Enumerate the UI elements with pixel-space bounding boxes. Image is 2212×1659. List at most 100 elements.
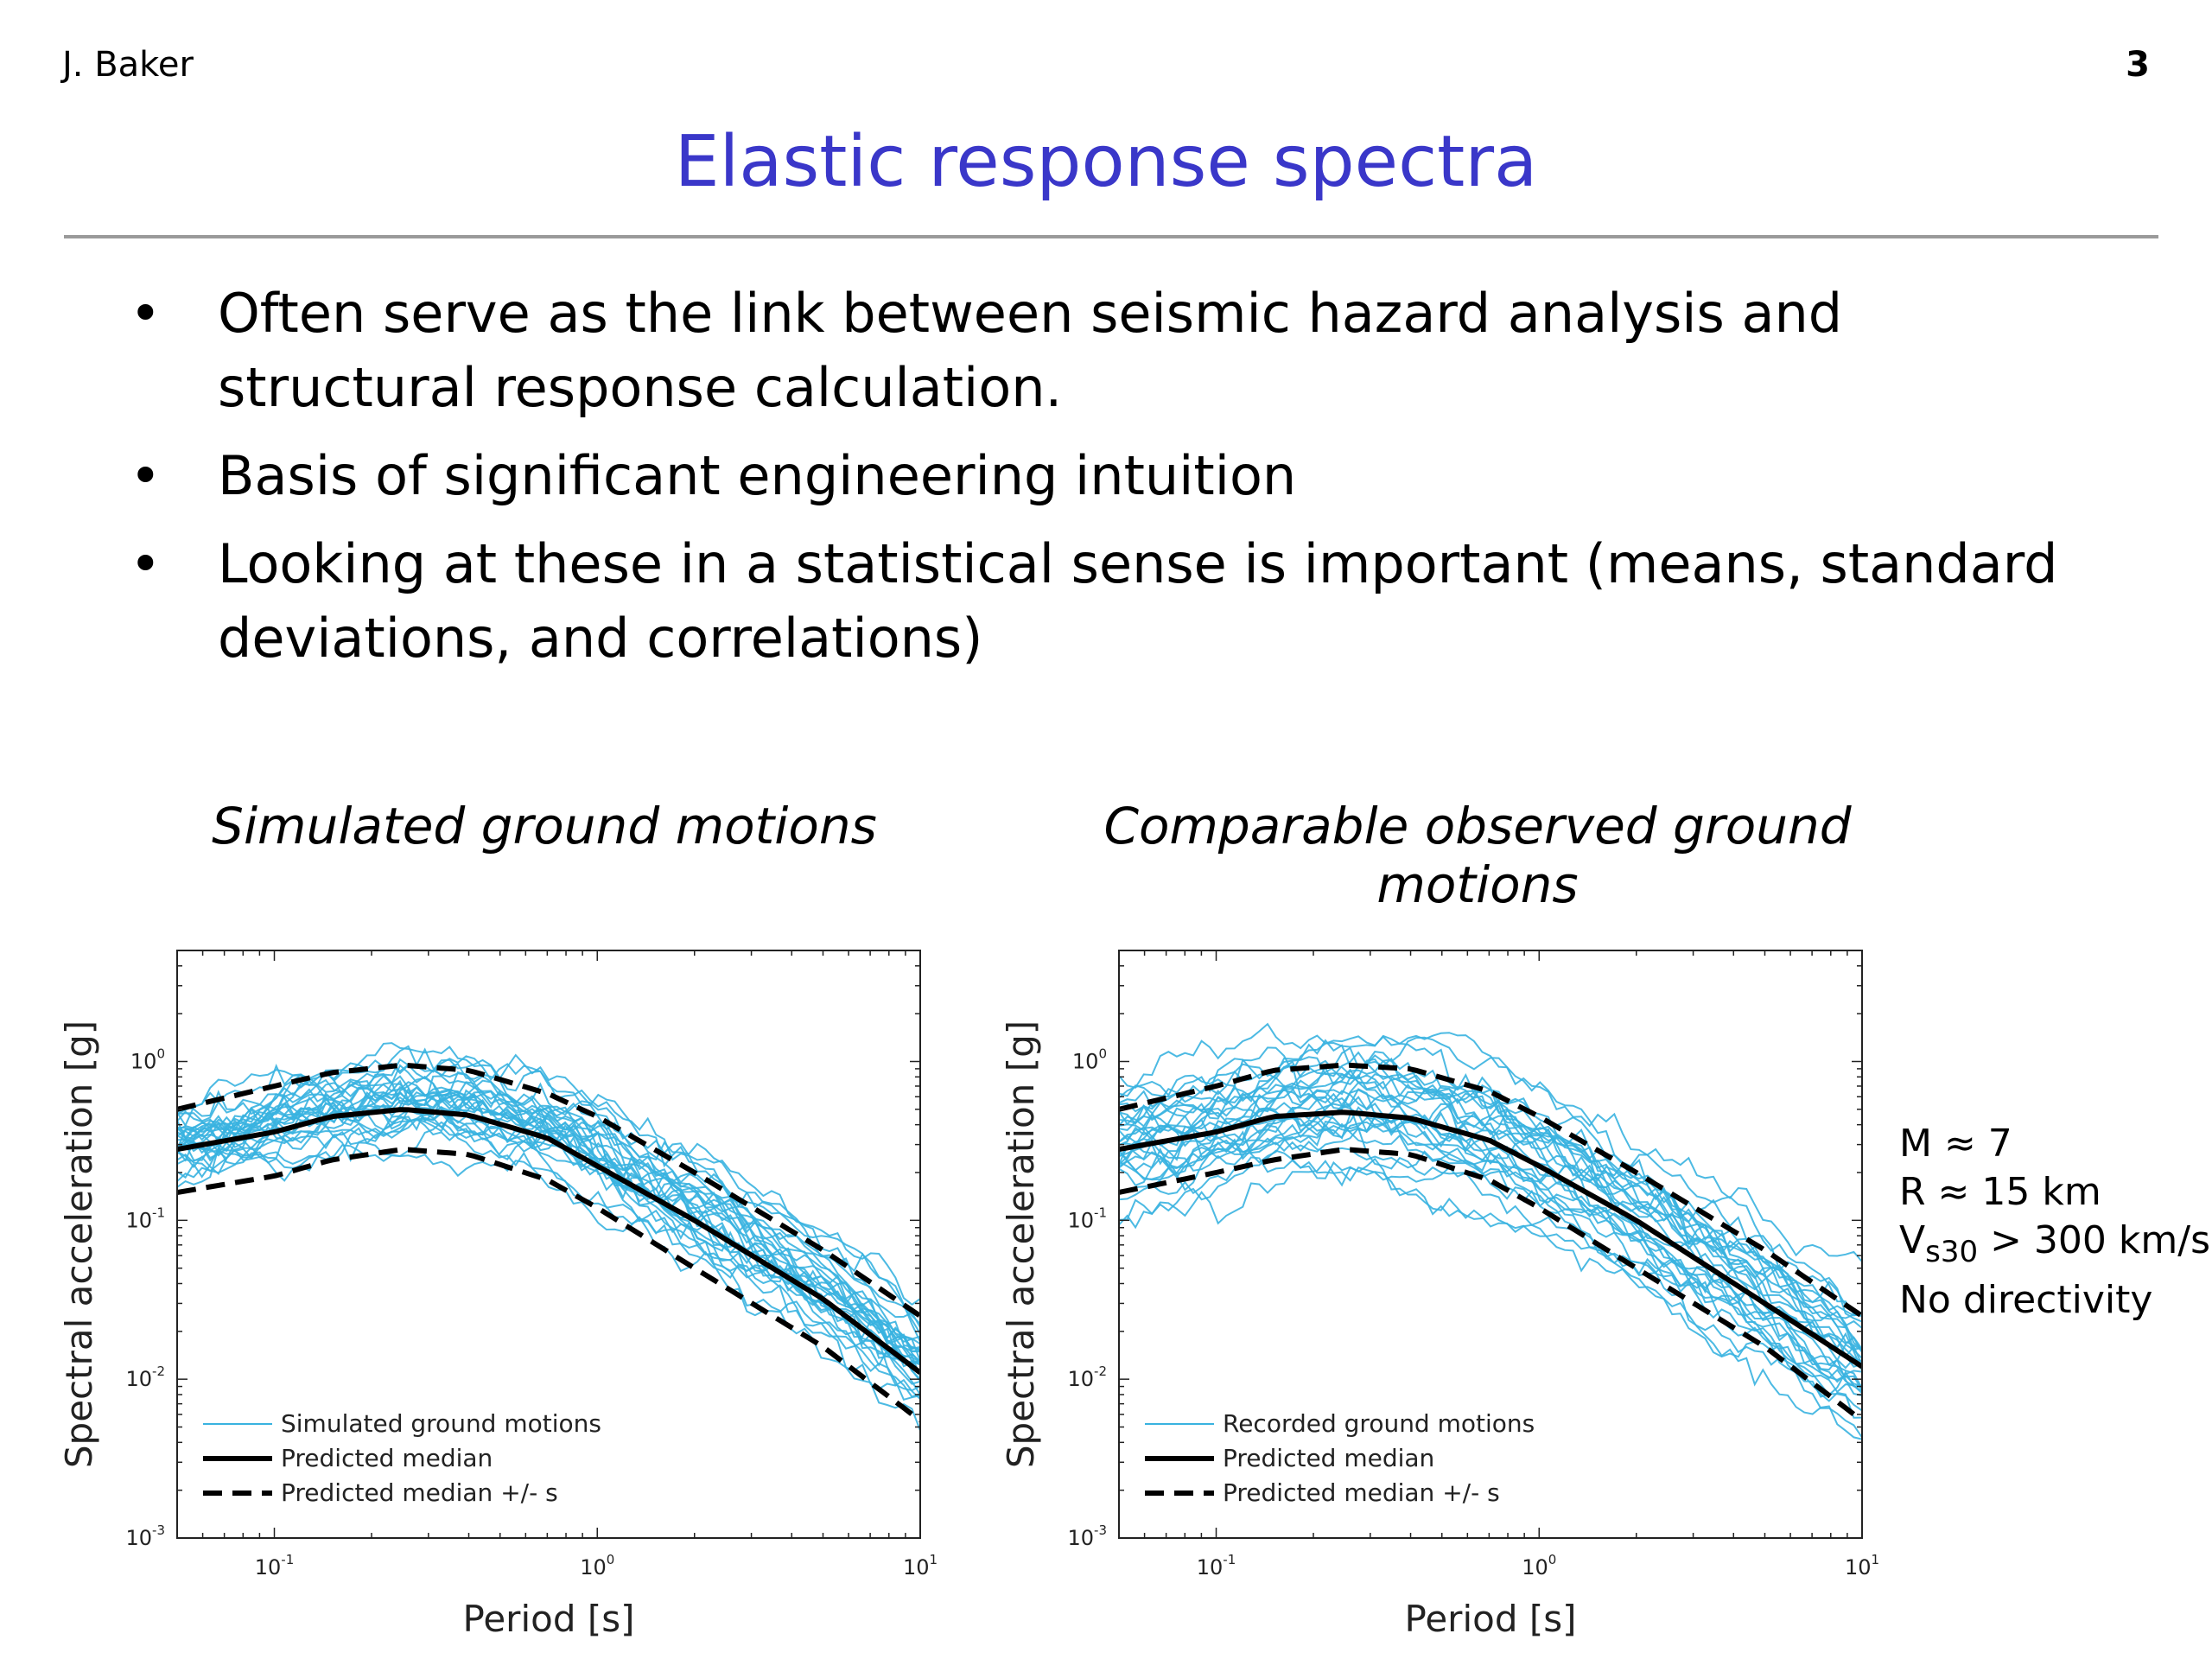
predicted-median-minus-line <box>177 1147 920 1423</box>
bullet-item: • Looking at these in a statistical sense… <box>130 527 2117 676</box>
legend-label: Predicted median <box>1223 1444 1434 1472</box>
ground-motion-spectrum-line <box>1119 1056 1862 1391</box>
chart-legend: Recorded ground motions Predicted median P… <box>1145 1409 1535 1507</box>
y-tick-label-base: 10 <box>1067 1208 1094 1232</box>
x-tick-label-base: 10 <box>1522 1555 1548 1580</box>
bullet-text: Looking at these in a statistical sense … <box>218 532 2058 670</box>
ground-motion-spectrum-line <box>177 1085 920 1353</box>
y-tick-label: 100 <box>1072 1046 1107 1073</box>
x-tick-label: 100 <box>580 1552 614 1580</box>
y-tick-label-exponent: -2 <box>152 1363 165 1379</box>
x-axis-label: Period [s] <box>463 1598 635 1640</box>
y-tick-label: 10-3 <box>125 1522 165 1550</box>
slide-title: Elastic response spectra <box>674 121 1538 203</box>
ground-motion-spectrum-line <box>177 1109 920 1401</box>
y-axis-label: Spectral acceleration [g] <box>1000 1020 1042 1468</box>
ground-motion-spectrum-line <box>1119 1036 1862 1262</box>
bullet-text: Often serve as the link between seismic … <box>218 282 1843 419</box>
vs30-label: Vs30 > 300 km/s <box>1899 1217 2210 1276</box>
plot-frame <box>1118 950 1863 1539</box>
x-tick-label-exponent: -1 <box>1223 1552 1236 1567</box>
x-tick-label: 10-1 <box>255 1552 295 1580</box>
plot-background <box>177 950 920 1538</box>
plot-area <box>177 1042 920 1432</box>
x-tick-label-base: 10 <box>255 1555 282 1580</box>
bullet-item: • Often serve as the link between seismic… <box>130 276 2117 425</box>
ground-motion-spectrum-line <box>1119 1149 1862 1392</box>
scenario-parameters: M ≈ 7 R ≈ 15 km Vs30 > 300 km/s No direc… <box>1899 1120 2210 1325</box>
x-tick-label-exponent: 0 <box>607 1552 615 1567</box>
y-axis-label: Spectral acceleration [g] <box>58 1020 100 1468</box>
ground-motion-spectrum-line <box>1119 1160 1862 1419</box>
ground-motion-spectrum-line <box>177 1107 920 1368</box>
magnitude-label: M ≈ 7 <box>1899 1122 2012 1166</box>
vs30-value: > 300 km/s <box>1978 1218 2210 1262</box>
bullet-list: • Often serve as the link between seismic… <box>130 276 2117 690</box>
y-tick-label-base: 10 <box>125 1208 152 1232</box>
y-tick-label-base: 10 <box>130 1049 157 1073</box>
predicted-median-line <box>1119 1109 1862 1370</box>
directivity-label: No directivity <box>1899 1277 2153 1322</box>
predicted-median-line <box>177 1107 920 1375</box>
ground-motion-spectrum-line <box>1119 1073 1862 1371</box>
distance-label: R ≈ 15 km <box>1899 1170 2101 1214</box>
y-tick-label: 10-2 <box>125 1363 165 1391</box>
ground-motion-spectrum-line <box>1119 1103 1862 1314</box>
axis-ticks <box>176 950 921 1539</box>
ground-motion-spectrum-line <box>177 1086 920 1345</box>
legend-label: Predicted median +/- s <box>281 1478 558 1507</box>
ground-motion-spectrum-line <box>177 1045 920 1325</box>
ground-motion-spectrum-line <box>177 1144 920 1432</box>
bullet-icon: • <box>130 532 162 595</box>
predicted-median-plus-line <box>177 1062 920 1319</box>
y-tick-label-exponent: -1 <box>1094 1205 1107 1220</box>
vs30-symbol: V <box>1899 1218 1926 1262</box>
y-tick-label-exponent: -2 <box>1094 1363 1107 1379</box>
x-axis-label: Period [s] <box>1405 1598 1577 1640</box>
ground-motion-spectrum-line <box>177 1117 920 1392</box>
x-tick-label-exponent: 1 <box>1872 1552 1880 1567</box>
y-tick-label-exponent: 0 <box>156 1046 165 1061</box>
y-tick-label: 10-1 <box>1067 1205 1107 1232</box>
bullet-icon: • <box>130 282 162 345</box>
y-tick-label-exponent: -3 <box>152 1522 165 1538</box>
ground-motion-spectrum-line <box>1119 1113 1862 1383</box>
y-tick-label: 10-3 <box>1067 1522 1107 1550</box>
x-tick-label: 10-1 <box>1197 1552 1236 1580</box>
ground-motion-spectrum-line <box>177 1085 920 1351</box>
y-tick-label-exponent: 0 <box>1098 1046 1107 1061</box>
bullet-text: Basis of significant engineering intuiti… <box>218 444 1297 507</box>
ground-motion-spectrum-line <box>177 1112 920 1398</box>
ground-motion-spectrum-line <box>1119 1140 1862 1366</box>
y-tick-label-base: 10 <box>125 1526 152 1550</box>
chart-legend: Simulated ground motions Predicted median… <box>203 1409 601 1507</box>
axis-ticks <box>1118 950 1863 1539</box>
ground-motion-spectrum-line <box>1119 1126 1862 1439</box>
legend-label: Recorded ground motions <box>1223 1409 1535 1438</box>
y-tick-label-base: 10 <box>1067 1526 1094 1550</box>
vs30-subscript: s30 <box>1925 1234 1979 1269</box>
bullet-icon: • <box>130 444 162 507</box>
legend-label: Simulated ground motions <box>281 1409 601 1438</box>
y-tick-label: 10-1 <box>125 1205 165 1232</box>
chart-caption-simulated: Simulated ground motions <box>212 797 877 855</box>
x-tick-label-base: 10 <box>1845 1555 1872 1580</box>
ground-motion-spectrum-line <box>1119 1088 1862 1389</box>
y-tick-label-exponent: -3 <box>1094 1522 1107 1538</box>
legend-label: Predicted median +/- s <box>1223 1478 1500 1507</box>
chart-caption-observed: Comparable observed ground motions <box>1103 797 1852 914</box>
ground-motion-spectrum-line <box>1119 1022 1862 1315</box>
y-tick-label-base: 10 <box>1072 1049 1099 1073</box>
x-tick-label: 101 <box>1845 1552 1879 1580</box>
plot-frame <box>176 950 921 1539</box>
x-tick-label-exponent: -1 <box>281 1552 294 1567</box>
x-tick-label-base: 10 <box>903 1555 930 1580</box>
y-tick-label: 10-2 <box>1067 1363 1107 1391</box>
ground-motion-spectrum-line <box>1119 1122 1862 1395</box>
ground-motion-spectrum-line <box>177 1071 920 1351</box>
ground-motion-spectrum-line <box>1119 1057 1862 1352</box>
ground-motion-spectrum-line <box>1119 1096 1862 1388</box>
ground-motion-spectrum-line <box>177 1112 920 1385</box>
